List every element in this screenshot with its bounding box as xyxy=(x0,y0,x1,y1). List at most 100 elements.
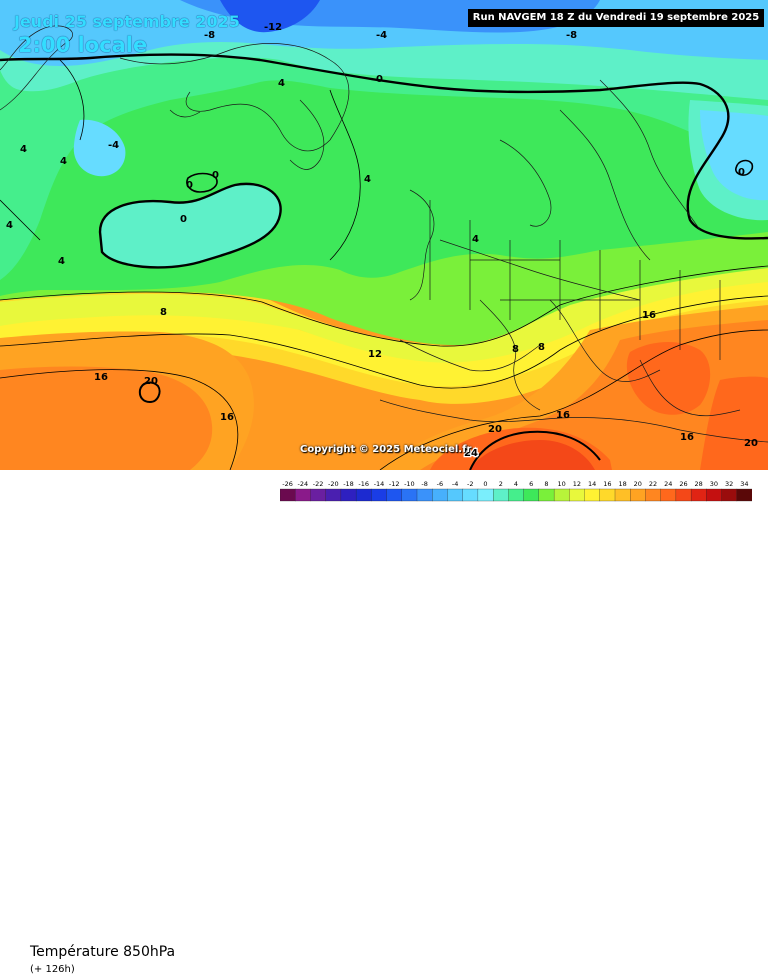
contour-label: 16 xyxy=(94,372,108,383)
contour-label: -4 xyxy=(376,30,387,41)
color-scale-legend: -26 -24 -22 -20 -18 -16 -14 -12 -10 -8 -6 -4 -2 0 2 4 6 8… xyxy=(280,480,752,502)
scale-tick-label: 24 xyxy=(664,480,672,488)
contour-label: 20 xyxy=(744,438,758,449)
scale-tick-label: -16 xyxy=(358,480,369,488)
temp-zone-24-core xyxy=(470,440,595,470)
contour-label: 4 xyxy=(364,174,371,185)
scale-swatch xyxy=(569,488,585,502)
forecast-date: Jeudi 25 septembre 2025 xyxy=(14,12,240,31)
contour-label: 0 xyxy=(738,167,745,178)
contour-label: 16 xyxy=(680,432,694,443)
contour-label: 4 xyxy=(58,256,65,267)
contour-label: 8 xyxy=(512,344,519,355)
scale-swatch xyxy=(553,488,570,502)
isotherm-lines xyxy=(0,59,768,470)
contour-label: 16 xyxy=(556,410,570,421)
contour-label: -8 xyxy=(566,30,577,41)
scale-swatch xyxy=(614,488,631,502)
contour-label: 24 xyxy=(464,448,478,459)
forecast-local-time: 2:00 locale xyxy=(18,33,148,57)
scale-tick-label: 32 xyxy=(725,480,733,488)
temp-zone-east-20 xyxy=(700,376,768,470)
scale-tick-label: -4 xyxy=(452,480,458,488)
scale-swatch xyxy=(280,488,296,502)
contour-label: 8 xyxy=(160,307,167,318)
scale-tick-label: 2 xyxy=(499,480,503,488)
scale-swatch xyxy=(432,488,448,502)
scale-swatch xyxy=(508,488,525,502)
scale-tick-label: 22 xyxy=(649,480,657,488)
scale-tick-label: 12 xyxy=(573,480,581,488)
contour-label: 0 xyxy=(212,170,219,181)
temperature-map: -8 -12 -4 -8 0 -4 4 4 4 0 0 0 4 4 4 8 12… xyxy=(0,0,768,470)
scale-swatch xyxy=(371,488,388,502)
contour-label: -12 xyxy=(264,22,282,33)
scale-tick-label: 20 xyxy=(634,480,642,488)
scale-swatch xyxy=(386,488,403,502)
scale-swatch xyxy=(416,488,433,502)
contour-label: 4 xyxy=(6,220,13,231)
contour-label: 20 xyxy=(488,424,502,435)
scale-tick-label: 0 xyxy=(483,480,487,488)
scale-tick-label: 28 xyxy=(695,480,703,488)
scale-swatch xyxy=(355,488,372,502)
scale-tick-label: 18 xyxy=(618,480,626,488)
contour-label: 4 xyxy=(472,234,479,245)
temp-zone-aegean xyxy=(626,341,711,415)
scale-tick-label: 30 xyxy=(710,480,718,488)
scale-swatch xyxy=(462,488,479,502)
scale-tick-label: -14 xyxy=(374,480,385,488)
temp-zone-east-colder xyxy=(700,110,768,201)
scale-tick-label: -8 xyxy=(421,480,427,488)
scale-swatch xyxy=(523,488,540,502)
contour-label: 0 xyxy=(186,180,193,191)
contour-label: 16 xyxy=(220,412,234,423)
isotherm-zero-atlantic xyxy=(98,182,282,269)
contour-label: 0 xyxy=(376,74,383,85)
scale-tick-label: -2 xyxy=(467,480,473,488)
scale-tick-label: -20 xyxy=(328,480,339,488)
temp-zone-atlantic-cold xyxy=(100,183,281,268)
scale-swatch xyxy=(310,488,327,502)
scale-swatch xyxy=(690,488,707,502)
scale-tick-label: 6 xyxy=(529,480,533,488)
contour-label: 16 xyxy=(642,310,656,321)
isotherm-24-core xyxy=(469,430,601,470)
coastlines xyxy=(0,25,768,443)
temp-zone-greenland xyxy=(73,119,126,177)
scale-swatch xyxy=(447,488,464,502)
temp-zone-minus12 xyxy=(220,0,320,33)
isotherm-20-ring xyxy=(138,381,161,404)
contour-label: 12 xyxy=(368,349,382,360)
contour-label: 8 xyxy=(538,342,545,353)
contour-labels: -8 -12 -4 -8 0 -4 4 4 4 0 0 0 4 4 4 8 12… xyxy=(6,22,758,460)
scale-tick-label: -12 xyxy=(389,480,400,488)
scale-swatch xyxy=(645,488,662,502)
isotherm-east-ring xyxy=(735,159,754,176)
scale-swatch xyxy=(584,488,601,502)
scale-swatch xyxy=(401,488,418,502)
contour-label: 4 xyxy=(60,156,67,167)
contour-label: 4 xyxy=(20,144,27,155)
scale-tick-label: 10 xyxy=(558,480,566,488)
scale-swatch xyxy=(538,488,555,502)
scale-tick-label: -10 xyxy=(404,480,415,488)
scale-tick-label: -26 xyxy=(282,480,293,488)
scale-swatch xyxy=(599,488,616,502)
scale-tick-label: 26 xyxy=(679,480,687,488)
parameter-title: Température 850hPa xyxy=(30,944,176,960)
scale-tick-label: -18 xyxy=(343,480,354,488)
contour-label: -8 xyxy=(204,30,215,41)
scale-swatch xyxy=(295,488,311,502)
contour-label: 20 xyxy=(144,376,158,387)
scale-swatch xyxy=(706,488,722,502)
scale-tick-label: -24 xyxy=(297,480,308,488)
scale-swatch xyxy=(660,488,677,502)
copyright-notice: Copyright © 2025 Meteociel.fr xyxy=(300,444,472,455)
contour-label: 0 xyxy=(180,214,187,225)
scale-swatch xyxy=(721,488,738,502)
scale-swatch xyxy=(736,488,752,502)
contour-label: 4 xyxy=(278,78,285,89)
scale-swatch xyxy=(493,488,509,502)
